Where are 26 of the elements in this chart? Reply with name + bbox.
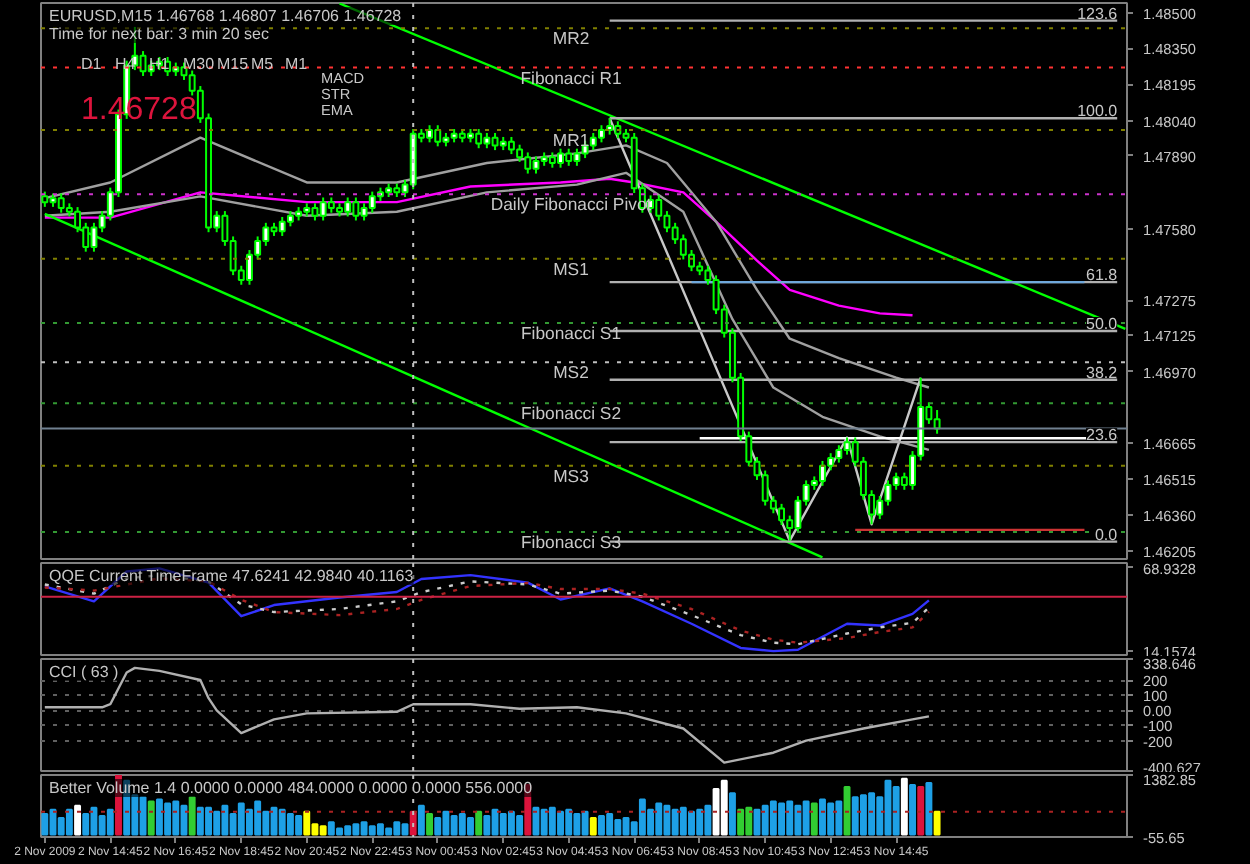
ref-line-label: MS1: [553, 258, 590, 279]
ref-line-label: MS3: [553, 465, 590, 486]
ref-line-label: Fibonacci S3: [520, 532, 622, 553]
ref-line-label: MR1: [552, 129, 590, 150]
series-label: 123.6: [1077, 4, 1119, 23]
annotation: D1: [81, 55, 103, 73]
ref-line-label: Fibonacci R1: [520, 67, 622, 88]
ref-line-label: Fibonacci S1: [520, 322, 622, 343]
series-label: 50.0: [1086, 314, 1119, 333]
annotation: M1: [285, 55, 309, 73]
chart-title: EURUSD,M15 1.46768 1.46807 1.46706 1.46728: [49, 7, 403, 25]
text: Time for next bar: 3 min 20 sec: [49, 25, 269, 43]
chart-title: CCI ( 63 ): [49, 663, 120, 681]
annotation: M15: [217, 55, 250, 73]
annotation: M30: [183, 55, 216, 73]
annotation: M5: [251, 55, 275, 73]
ref-line-label: MS2: [553, 362, 590, 383]
ref-line-label: MR2: [552, 28, 590, 49]
series-label: 38.2: [1086, 363, 1119, 382]
chart-title: Better Volume 1.4 0.0000 0.0000 484.0000 0.0000 0.0000 556.0000: [49, 779, 534, 797]
series-label: 61.8: [1086, 266, 1119, 285]
ref-line-label: Fibonacci S2: [520, 403, 622, 424]
chart-title: QQE Current TimeFrame 47.6241 42.9840 40.1163: [49, 567, 415, 585]
series-label: 23.6: [1086, 426, 1119, 445]
series-label: 0.0: [1094, 525, 1119, 544]
series-label: 100.0: [1077, 102, 1119, 121]
